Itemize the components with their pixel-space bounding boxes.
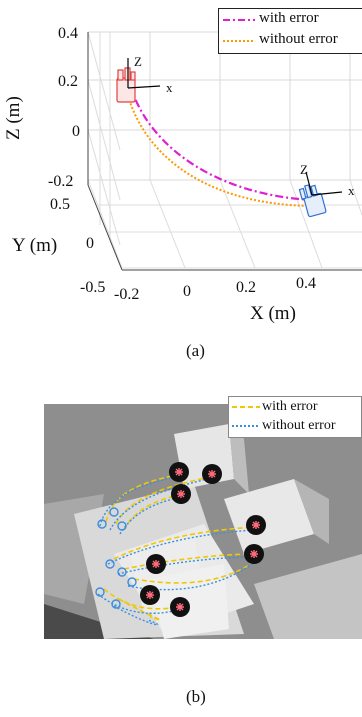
grid-left xyxy=(87,31,121,246)
legend-a-swatch-without-error xyxy=(223,40,255,42)
photo-trajectories-without-error xyxy=(97,475,255,626)
x-tick: 0 xyxy=(183,283,191,300)
x-axis-label: X (m) xyxy=(250,303,296,324)
y-tick: 0.5 xyxy=(50,196,70,213)
legend-b-swatch-without-error xyxy=(232,425,260,427)
start-frame-z-label: Z xyxy=(134,54,142,69)
legend-b-swatch-with-error xyxy=(232,406,260,408)
legend-a: with error without error xyxy=(218,8,362,54)
panel-b-photo xyxy=(44,404,362,639)
z-tick: -0.2 xyxy=(48,173,74,190)
x-tick: 0.2 xyxy=(236,279,256,296)
x-tick: -0.2 xyxy=(114,286,140,303)
legend-a-label-without-error: without error xyxy=(259,31,338,47)
x-tick: 0.4 xyxy=(296,275,316,292)
end-frame-z-label: Z xyxy=(300,162,308,177)
start-frame-axes xyxy=(127,58,161,89)
z-tick: 0.4 xyxy=(58,25,78,42)
legend-a-swatch-with-error xyxy=(223,19,255,21)
panel-a: Z X Z X 0.4 0.2 0 -0.2 Z (m) 0.5 0 -0.5 … xyxy=(3,8,362,360)
axes-lines xyxy=(87,32,362,271)
photo-start-markers xyxy=(95,507,137,609)
trajectory-without-error xyxy=(125,87,313,207)
legend-b-label-with-error: with error xyxy=(262,399,318,414)
photo-target-markers xyxy=(146,468,260,611)
start-gripper xyxy=(116,67,136,103)
legend-b-label-without-error: without error xyxy=(262,418,336,433)
y-axis-label: Y (m) xyxy=(12,235,58,256)
panel-b: with error without error (b) xyxy=(0,380,362,717)
end-frame-axes xyxy=(305,171,343,196)
y-tick: 0 xyxy=(86,235,94,252)
panel-a-3d-plot xyxy=(87,31,362,271)
z-tick: 0.2 xyxy=(58,73,78,90)
z-tick: 0 xyxy=(72,123,80,140)
caption-a: (a) xyxy=(186,341,205,360)
legend-b: with error without error xyxy=(228,396,362,438)
end-gripper xyxy=(298,184,327,218)
legend-a-label-with-error: with error xyxy=(259,10,319,26)
caption-b: (b) xyxy=(186,687,206,706)
start-frame-x-label: X xyxy=(166,80,173,95)
y-tick: -0.5 xyxy=(80,279,106,296)
end-frame-x-label: X xyxy=(348,183,355,198)
trajectory-with-error xyxy=(128,84,313,202)
z-axis-label: Z (m) xyxy=(3,96,24,140)
grid-back xyxy=(88,31,362,181)
